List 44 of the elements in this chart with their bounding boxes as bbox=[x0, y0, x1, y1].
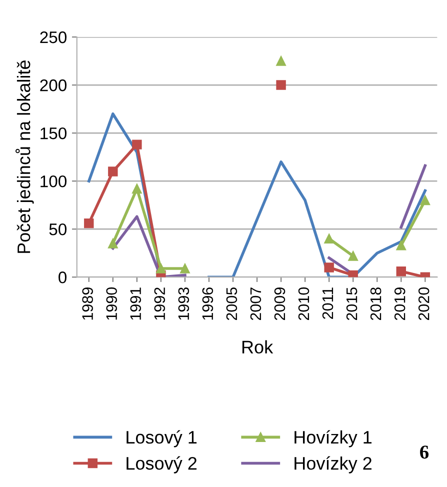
point bbox=[276, 80, 286, 90]
x-tick-label: 2018 bbox=[370, 287, 382, 320]
point bbox=[180, 264, 190, 274]
point bbox=[132, 184, 142, 194]
x-tick-label: 2015 bbox=[346, 287, 358, 320]
x-tick-label: 2019 bbox=[394, 288, 406, 320]
y-tick-label: 250 bbox=[40, 31, 67, 44]
point bbox=[108, 166, 118, 176]
x-tick-label: 1990 bbox=[106, 287, 118, 320]
x-tick-label: 2007 bbox=[250, 288, 262, 320]
legend-label: Hovízky 2 bbox=[294, 456, 372, 474]
point bbox=[396, 266, 406, 276]
text: 6 bbox=[420, 446, 429, 459]
x-tick-label: 2005 bbox=[226, 287, 238, 320]
x-tick-label: 2011 bbox=[322, 288, 334, 319]
x-tick-label: 1989 bbox=[82, 288, 93, 320]
y-tick-label: 100 bbox=[40, 175, 67, 188]
x-tick-label: 1991 bbox=[130, 288, 142, 320]
legend-label: Hovízky 1 bbox=[294, 430, 372, 448]
point bbox=[348, 270, 358, 278]
point bbox=[108, 238, 118, 248]
point bbox=[132, 140, 142, 150]
x-tick-label: 1993 bbox=[178, 287, 190, 320]
x-tick-label: 1992 bbox=[154, 288, 166, 320]
legend-label: Losový 2 bbox=[126, 456, 197, 474]
x-tick-label: 1996 bbox=[202, 287, 214, 320]
x-tick-label: 2020 bbox=[418, 287, 430, 320]
point bbox=[84, 218, 94, 228]
y-tick-label: 0 bbox=[58, 272, 67, 284]
y-axis-title: Počet jedinců na lokalitě bbox=[16, 60, 34, 253]
y-tick-label: 200 bbox=[40, 79, 67, 92]
point bbox=[324, 262, 334, 272]
point bbox=[156, 264, 166, 274]
y-tick-label: 150 bbox=[40, 127, 67, 140]
point bbox=[324, 234, 334, 244]
legend-label: Losový 1 bbox=[126, 430, 197, 448]
y-tick-label: 50 bbox=[49, 223, 67, 236]
x-axis-title: Rok bbox=[242, 340, 274, 354]
point bbox=[348, 251, 358, 261]
point bbox=[420, 195, 430, 206]
x-tick-label: 2010 bbox=[298, 287, 310, 320]
point bbox=[396, 240, 406, 250]
point bbox=[276, 56, 286, 66]
x-tick-label: 2009 bbox=[274, 288, 286, 320]
